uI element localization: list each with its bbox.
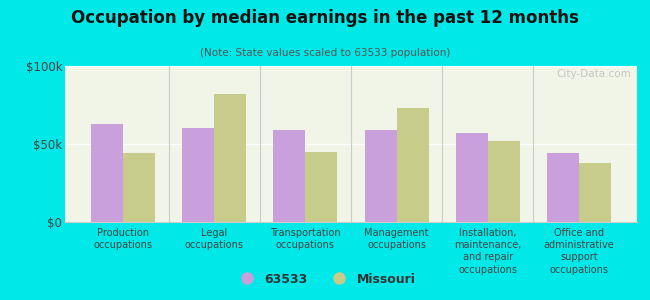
Bar <box>182 128 214 222</box>
Bar <box>547 153 579 222</box>
Bar <box>488 141 520 222</box>
Bar <box>123 153 155 222</box>
Bar <box>579 163 611 222</box>
Text: City-Data.com: City-Data.com <box>556 69 631 79</box>
Bar <box>365 130 396 222</box>
Bar <box>396 108 428 222</box>
Bar <box>91 124 123 222</box>
Bar <box>456 133 488 222</box>
Bar <box>214 94 246 222</box>
Legend: 63533, Missouri: 63533, Missouri <box>229 268 421 291</box>
Bar <box>306 152 337 222</box>
Text: Occupation by median earnings in the past 12 months: Occupation by median earnings in the pas… <box>71 9 579 27</box>
Text: (Note: State values scaled to 63533 population): (Note: State values scaled to 63533 popu… <box>200 48 450 58</box>
Bar <box>274 130 305 222</box>
